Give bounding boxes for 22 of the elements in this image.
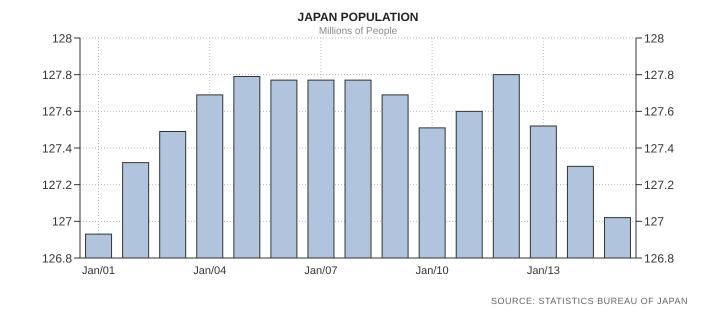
- chart-subtitle: Millions of People: [318, 26, 398, 37]
- x-tick-label: Jan/13: [526, 264, 560, 277]
- y2-tick-label: 127.2: [644, 178, 674, 192]
- y-tick-label: 127.6: [42, 104, 72, 119]
- x-tick-label: Jan/01: [82, 264, 116, 277]
- x-tick-label: Jan/10: [416, 264, 449, 277]
- y-tick-label: 127.4: [42, 141, 72, 156]
- y2-tick-label: 126.8: [644, 251, 674, 266]
- x-tick-label: Jan/04: [193, 264, 226, 277]
- y2-tick-label: 127: [644, 214, 664, 229]
- y-tick-label: 127.8: [42, 68, 72, 82]
- y2-tick-label: 127.4: [644, 141, 674, 156]
- y-tick-label: 128: [52, 31, 72, 46]
- y2-tick-label: 128: [644, 31, 664, 46]
- source-note: SOURCE: STATISTICS BUREAU OF JAPAN: [490, 296, 688, 306]
- chart-title: JAPAN POPULATION: [296, 10, 420, 24]
- y2-tick-label: 127.8: [644, 68, 674, 82]
- y2-tick-label: 127.6: [644, 104, 674, 119]
- x-tick-label: Jan/07: [304, 264, 338, 277]
- y-tick-label: 127: [52, 214, 72, 229]
- y-tick-label: 127.2: [42, 178, 72, 192]
- y-tick-label: 126.8: [42, 251, 72, 266]
